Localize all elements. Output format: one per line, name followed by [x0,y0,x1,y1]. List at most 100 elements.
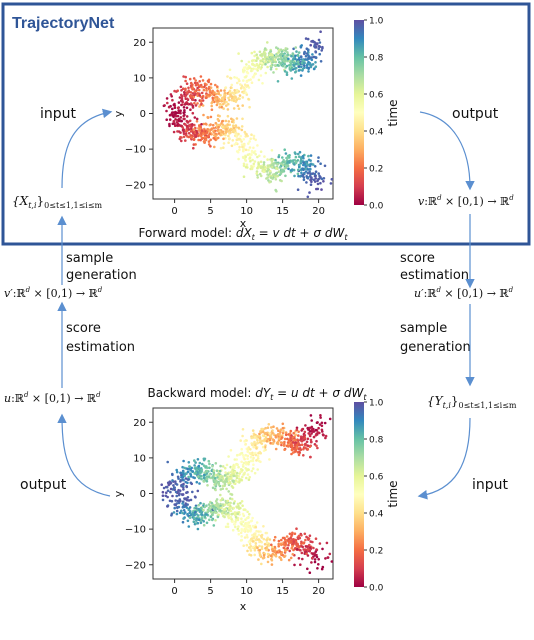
scatter-point [285,64,289,68]
scatter-point [319,181,322,185]
scatter-point [267,179,270,182]
scatter-point [226,75,229,78]
forward-colorbar [354,20,364,205]
scatter-point [249,159,252,163]
scatter-point [199,75,203,78]
scatter-point [260,545,264,548]
scatter-point [200,102,203,106]
scatter-point [199,127,202,131]
scatter-point [206,484,209,487]
scatter-point [320,177,324,181]
scatter-point [265,548,268,552]
scatter-point [266,176,270,179]
scatter-point [324,434,328,438]
scatter-point [304,538,307,542]
scatter-point [180,99,184,102]
scatter-point [194,99,197,102]
scatter-point [246,134,249,138]
scatter-point [204,138,208,142]
scatter-point [254,525,258,529]
scatter-point [298,165,301,169]
scatter-point [203,135,207,139]
scatter-point [254,153,257,156]
scatter-point [196,86,199,90]
scatter-point [227,134,230,138]
scatter-point [291,441,295,444]
scatter-point [323,421,327,425]
scatter-point [293,532,297,535]
scatter-point [195,89,198,92]
scatter-point [224,130,228,134]
scatter-point [309,167,312,171]
scatter-point [219,146,223,150]
scatter-point [243,536,247,539]
scatter-point [291,531,294,535]
scatter-point [209,509,213,513]
scatter-point [222,107,225,110]
scatter-point [242,86,245,89]
scatter-point [269,57,273,61]
scatter-point [250,167,254,171]
scatter-point [264,531,268,535]
scatter-point [267,423,271,426]
scatter-point [257,558,260,561]
scatter-point [196,102,199,105]
forward-xlabel: x [240,217,247,230]
scatter-point [289,62,293,66]
scatter-point [235,150,239,153]
scatter-point [286,156,289,160]
scatter-point [259,150,263,153]
scatter-point [218,506,221,510]
scatter-point [234,525,237,529]
scatter-point [199,132,203,135]
scatter-point [205,472,209,475]
scatter-point [214,519,217,522]
scatter-point [242,143,246,147]
scatter-point [294,155,298,159]
scatter-point [270,53,274,57]
scatter-point [287,543,290,547]
scatter-point [241,463,245,467]
scatter-point [228,98,231,102]
scatter-point [275,166,278,170]
scatter-point [242,544,245,547]
scatter-point [160,483,163,487]
scatter-point [308,534,312,537]
scatter-point [284,174,287,178]
scatter-point [212,126,215,130]
scatter-point [308,426,312,430]
scatter-point [246,549,249,553]
scatter-point [198,80,201,83]
scatter-point [202,520,205,523]
scatter-point [181,520,185,524]
scatter-point [249,459,253,463]
forward-colorbar-label: time [386,99,400,126]
scatter-point [316,182,320,186]
scatter-point [251,442,255,446]
scatter-point [216,504,220,508]
scatter-point [220,476,223,479]
scatter-point [296,54,300,58]
scatter-point [270,426,273,429]
scatter-point [313,174,317,178]
scatter-point [230,470,234,473]
scatter-point [170,95,173,98]
scatter-point [256,155,259,159]
scatter-point [200,137,204,140]
scatter-point [166,481,170,485]
scatter-point [321,547,324,551]
scatter-point [203,473,206,477]
scatter-point [188,465,192,469]
scatter-point [222,142,226,145]
scatter-point [312,430,316,433]
scatter-point [243,83,247,86]
scatter-point [273,161,276,165]
scatter-point [273,535,277,539]
scatter-point [236,453,239,457]
scatter-point [172,113,176,117]
scatter-point [176,106,180,110]
y-tick-label: 0 [140,489,146,500]
scatter-point [292,431,296,435]
scatter-point [207,475,211,479]
scatter-point [292,63,295,67]
